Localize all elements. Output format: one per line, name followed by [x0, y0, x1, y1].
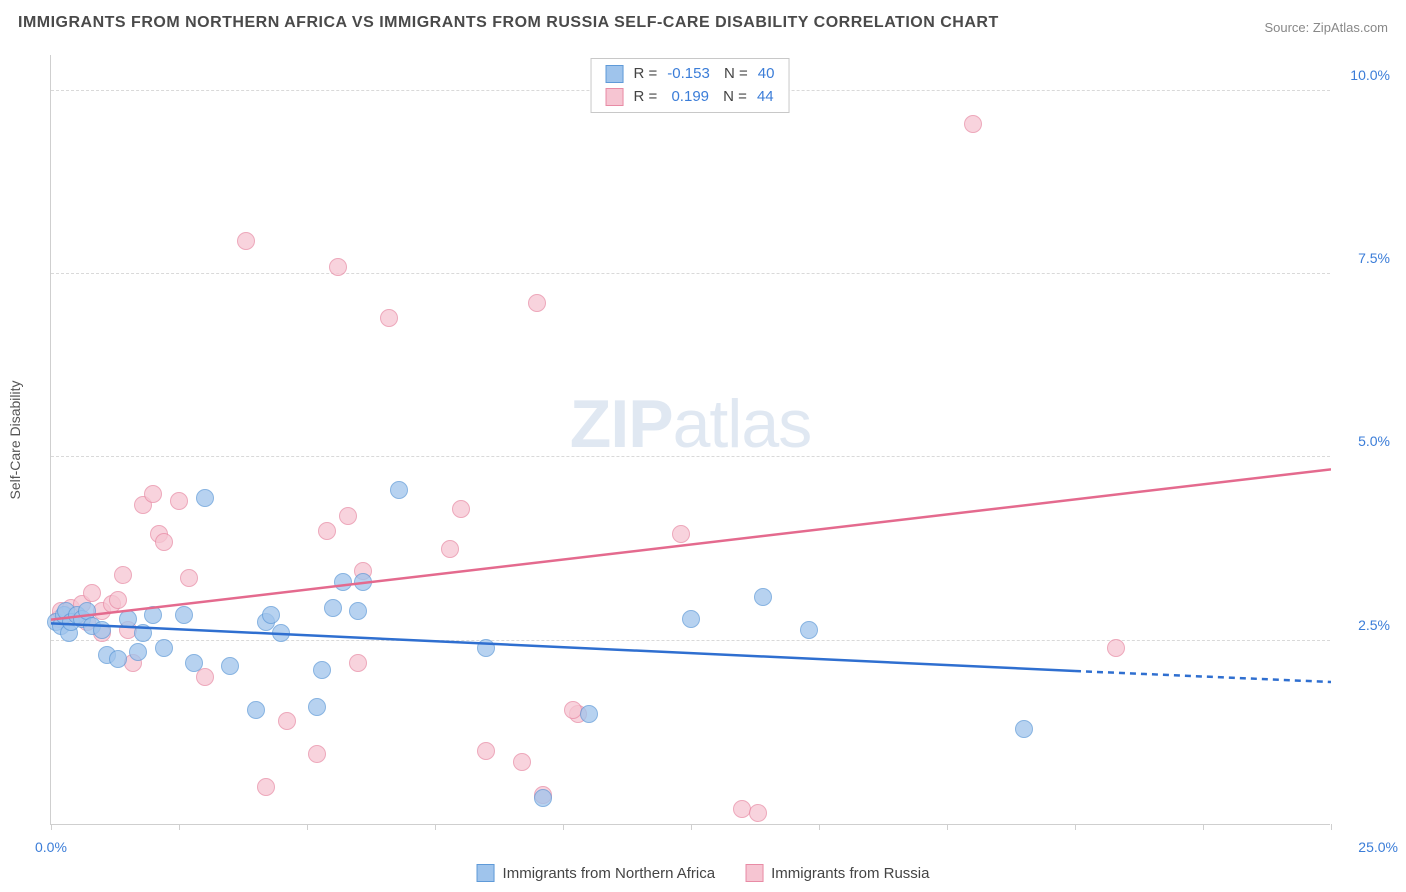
x-tick — [307, 824, 308, 830]
data-point — [180, 569, 198, 587]
data-point — [334, 573, 352, 591]
data-point — [313, 661, 331, 679]
stats-box: R = -0.153 N = 40 R = 0.199 N = 44 — [591, 58, 790, 113]
data-point — [175, 606, 193, 624]
x-tick — [691, 824, 692, 830]
data-point — [800, 621, 818, 639]
plot-container: Self-Care Disability ZIPatlas 2.5%5.0%7.… — [50, 55, 1330, 825]
data-point — [318, 522, 336, 540]
x-tick — [1075, 824, 1076, 830]
data-point — [477, 742, 495, 760]
data-point — [257, 778, 275, 796]
data-point — [452, 500, 470, 518]
data-point — [1107, 639, 1125, 657]
data-point — [119, 610, 137, 628]
data-point — [272, 624, 290, 642]
data-point — [144, 485, 162, 503]
stats-row-blue: R = -0.153 N = 40 — [606, 63, 775, 86]
data-point — [329, 258, 347, 276]
data-point — [580, 705, 598, 723]
swatch-pink-icon — [745, 864, 763, 882]
data-point — [155, 533, 173, 551]
data-point — [513, 753, 531, 771]
data-point — [324, 599, 342, 617]
data-point — [109, 650, 127, 668]
data-point — [349, 602, 367, 620]
x-tick — [179, 824, 180, 830]
y-tick-label: 7.5% — [1335, 250, 1390, 266]
data-point — [129, 643, 147, 661]
data-point — [155, 639, 173, 657]
y-tick-label: 5.0% — [1335, 433, 1390, 449]
data-point — [278, 712, 296, 730]
data-point — [441, 540, 459, 558]
data-point — [672, 525, 690, 543]
x-max-label: 25.0% — [1358, 839, 1398, 855]
data-point — [185, 654, 203, 672]
data-point — [308, 745, 326, 763]
data-point — [262, 606, 280, 624]
legend: Immigrants from Northern Africa Immigran… — [469, 862, 938, 884]
gridline — [51, 273, 1330, 274]
trend-svg — [51, 55, 1331, 825]
data-point — [354, 573, 372, 591]
stats-row-pink: R = 0.199 N = 44 — [606, 86, 775, 109]
data-point — [247, 701, 265, 719]
data-point — [749, 804, 767, 822]
x-tick — [819, 824, 820, 830]
x-min-label: 0.0% — [35, 839, 67, 855]
data-point — [380, 309, 398, 327]
x-tick — [563, 824, 564, 830]
source-label: Source: ZipAtlas.com — [1264, 20, 1388, 35]
gridline — [51, 456, 1330, 457]
data-point — [114, 566, 132, 584]
x-tick — [435, 824, 436, 830]
data-point — [528, 294, 546, 312]
x-tick — [1203, 824, 1204, 830]
data-point — [196, 489, 214, 507]
data-point — [134, 624, 152, 642]
data-point — [754, 588, 772, 606]
data-point — [93, 621, 111, 639]
data-point — [308, 698, 326, 716]
data-point — [237, 232, 255, 250]
y-tick-label: 2.5% — [1335, 617, 1390, 633]
swatch-pink — [606, 88, 624, 106]
data-point — [144, 606, 162, 624]
data-point — [964, 115, 982, 133]
data-point — [390, 481, 408, 499]
watermark: ZIPatlas — [570, 385, 811, 463]
data-point — [477, 639, 495, 657]
data-point — [1015, 720, 1033, 738]
data-point — [339, 507, 357, 525]
data-point — [349, 654, 367, 672]
data-point — [83, 584, 101, 602]
data-point — [170, 492, 188, 510]
data-point — [534, 789, 552, 807]
swatch-blue-icon — [477, 864, 495, 882]
legend-item-pink: Immigrants from Russia — [745, 864, 929, 882]
swatch-blue — [606, 65, 624, 83]
x-tick — [51, 824, 52, 830]
gridline — [51, 640, 1330, 641]
data-point — [682, 610, 700, 628]
y-axis-label: Self-Care Disability — [7, 380, 23, 499]
chart-area: ZIPatlas 2.5%5.0%7.5%10.0% — [50, 55, 1330, 825]
data-point — [196, 668, 214, 686]
legend-item-blue: Immigrants from Northern Africa — [477, 864, 716, 882]
x-tick — [947, 824, 948, 830]
chart-title: IMMIGRANTS FROM NORTHERN AFRICA VS IMMIG… — [18, 14, 999, 32]
data-point — [109, 591, 127, 609]
x-tick — [1331, 824, 1332, 830]
data-point — [221, 657, 239, 675]
y-tick-label: 10.0% — [1335, 67, 1390, 83]
